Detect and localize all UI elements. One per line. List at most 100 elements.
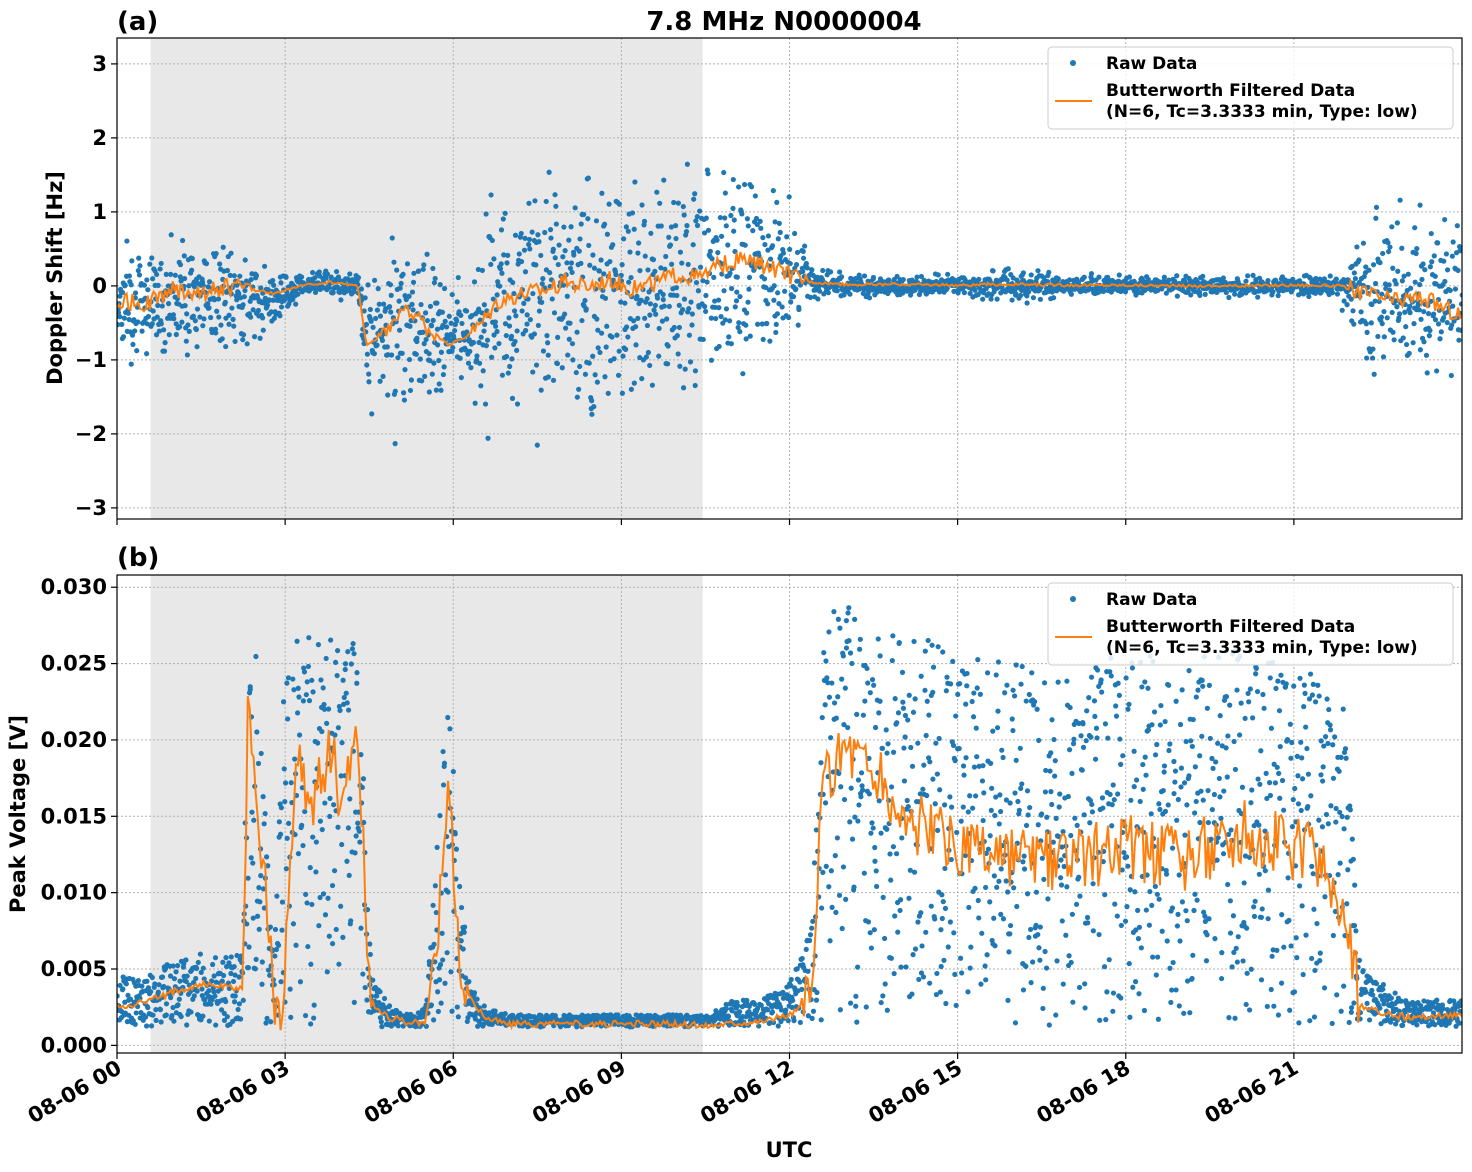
raw-data-point — [1042, 789, 1049, 795]
raw-data-point — [1121, 849, 1127, 856]
raw-data-point — [606, 201, 612, 207]
raw-data-point — [452, 831, 458, 837]
raw-data-point — [338, 903, 344, 909]
raw-data-point — [855, 777, 862, 783]
raw-data-point — [489, 237, 495, 244]
raw-data-point — [518, 258, 525, 265]
raw-data-point — [765, 301, 771, 307]
raw-data-point — [1363, 264, 1369, 270]
raw-data-point — [1078, 733, 1084, 739]
raw-data-point — [1165, 802, 1171, 808]
raw-data-point — [260, 327, 266, 333]
raw-data-point — [1232, 766, 1239, 773]
raw-data-point — [585, 216, 591, 222]
raw-data-point — [716, 343, 722, 350]
raw-data-point — [856, 802, 862, 808]
raw-data-point — [1012, 790, 1018, 796]
raw-data-point — [434, 326, 441, 332]
raw-data-point — [498, 261, 504, 267]
raw-data-point — [609, 334, 615, 340]
raw-data-point — [585, 175, 591, 181]
raw-data-point — [576, 386, 582, 392]
raw-data-point — [904, 797, 910, 804]
raw-data-point — [1298, 739, 1304, 745]
raw-data-point — [888, 877, 894, 883]
raw-data-point — [645, 267, 651, 273]
raw-data-point — [692, 368, 699, 374]
raw-data-point — [882, 981, 888, 987]
raw-data-point — [1041, 876, 1047, 882]
raw-data-point — [1316, 693, 1322, 699]
raw-data-point — [328, 637, 334, 643]
raw-data-point — [1020, 859, 1026, 865]
raw-data-point — [1209, 806, 1215, 813]
raw-data-point — [367, 951, 373, 958]
raw-data-point — [1155, 287, 1161, 293]
raw-data-point — [155, 302, 161, 309]
raw-data-point — [981, 790, 987, 796]
raw-data-point — [1036, 945, 1042, 951]
raw-data-point — [1024, 300, 1030, 306]
raw-data-point — [244, 921, 250, 927]
raw-data-point — [1102, 721, 1109, 727]
raw-data-point — [134, 348, 140, 354]
raw-data-point — [1381, 334, 1387, 340]
raw-data-point — [1168, 999, 1174, 1006]
raw-data-point — [647, 301, 653, 307]
y-tick-label: 2 — [92, 126, 107, 150]
raw-data-point — [647, 362, 653, 369]
raw-data-point — [783, 1007, 789, 1013]
raw-data-point — [1370, 262, 1377, 268]
raw-data-point — [120, 986, 126, 992]
raw-data-point — [1256, 871, 1262, 877]
raw-data-point — [137, 263, 143, 269]
raw-data-point — [1054, 958, 1060, 964]
raw-data-point — [566, 336, 572, 342]
raw-data-point — [591, 404, 597, 410]
raw-data-point — [1091, 698, 1098, 704]
raw-data-point — [379, 337, 386, 344]
raw-data-point — [813, 827, 819, 833]
raw-data-point — [862, 698, 868, 704]
raw-data-point — [685, 261, 691, 268]
raw-data-point — [765, 247, 771, 253]
raw-data-point — [1309, 955, 1315, 962]
raw-data-point — [182, 275, 188, 282]
raw-data-point — [1106, 957, 1112, 963]
raw-data-point — [1457, 248, 1462, 254]
raw-data-point — [197, 314, 203, 320]
raw-data-point — [1192, 764, 1198, 770]
raw-data-point — [1148, 811, 1154, 817]
raw-data-point — [1017, 745, 1023, 751]
raw-data-point — [745, 223, 751, 229]
raw-data-point — [446, 313, 452, 319]
raw-data-point — [1139, 684, 1145, 690]
raw-data-point — [747, 333, 753, 339]
raw-data-point — [673, 235, 679, 242]
raw-data-point — [773, 321, 779, 327]
raw-data-point — [283, 866, 289, 872]
raw-data-point — [1011, 693, 1018, 699]
raw-data-point — [974, 754, 980, 760]
raw-data-point — [358, 286, 365, 292]
raw-data-point — [1118, 761, 1124, 767]
raw-data-point — [161, 348, 168, 354]
raw-data-point — [1265, 887, 1272, 893]
raw-data-point — [1026, 934, 1032, 941]
raw-data-point — [1435, 240, 1441, 246]
panel-a-filtered-line — [117, 251, 1462, 347]
raw-data-point — [937, 787, 943, 793]
raw-data-point — [1159, 928, 1165, 934]
raw-data-point — [313, 839, 319, 845]
raw-data-point — [593, 218, 600, 224]
raw-data-point — [298, 274, 305, 280]
raw-data-point — [787, 246, 793, 253]
raw-data-point — [1197, 753, 1203, 759]
raw-data-point — [502, 321, 509, 327]
raw-data-point — [426, 351, 432, 357]
raw-data-point — [519, 308, 525, 314]
raw-data-point — [1435, 321, 1442, 327]
raw-data-point — [793, 286, 799, 292]
raw-data-point — [442, 318, 448, 324]
raw-data-point — [122, 999, 128, 1005]
